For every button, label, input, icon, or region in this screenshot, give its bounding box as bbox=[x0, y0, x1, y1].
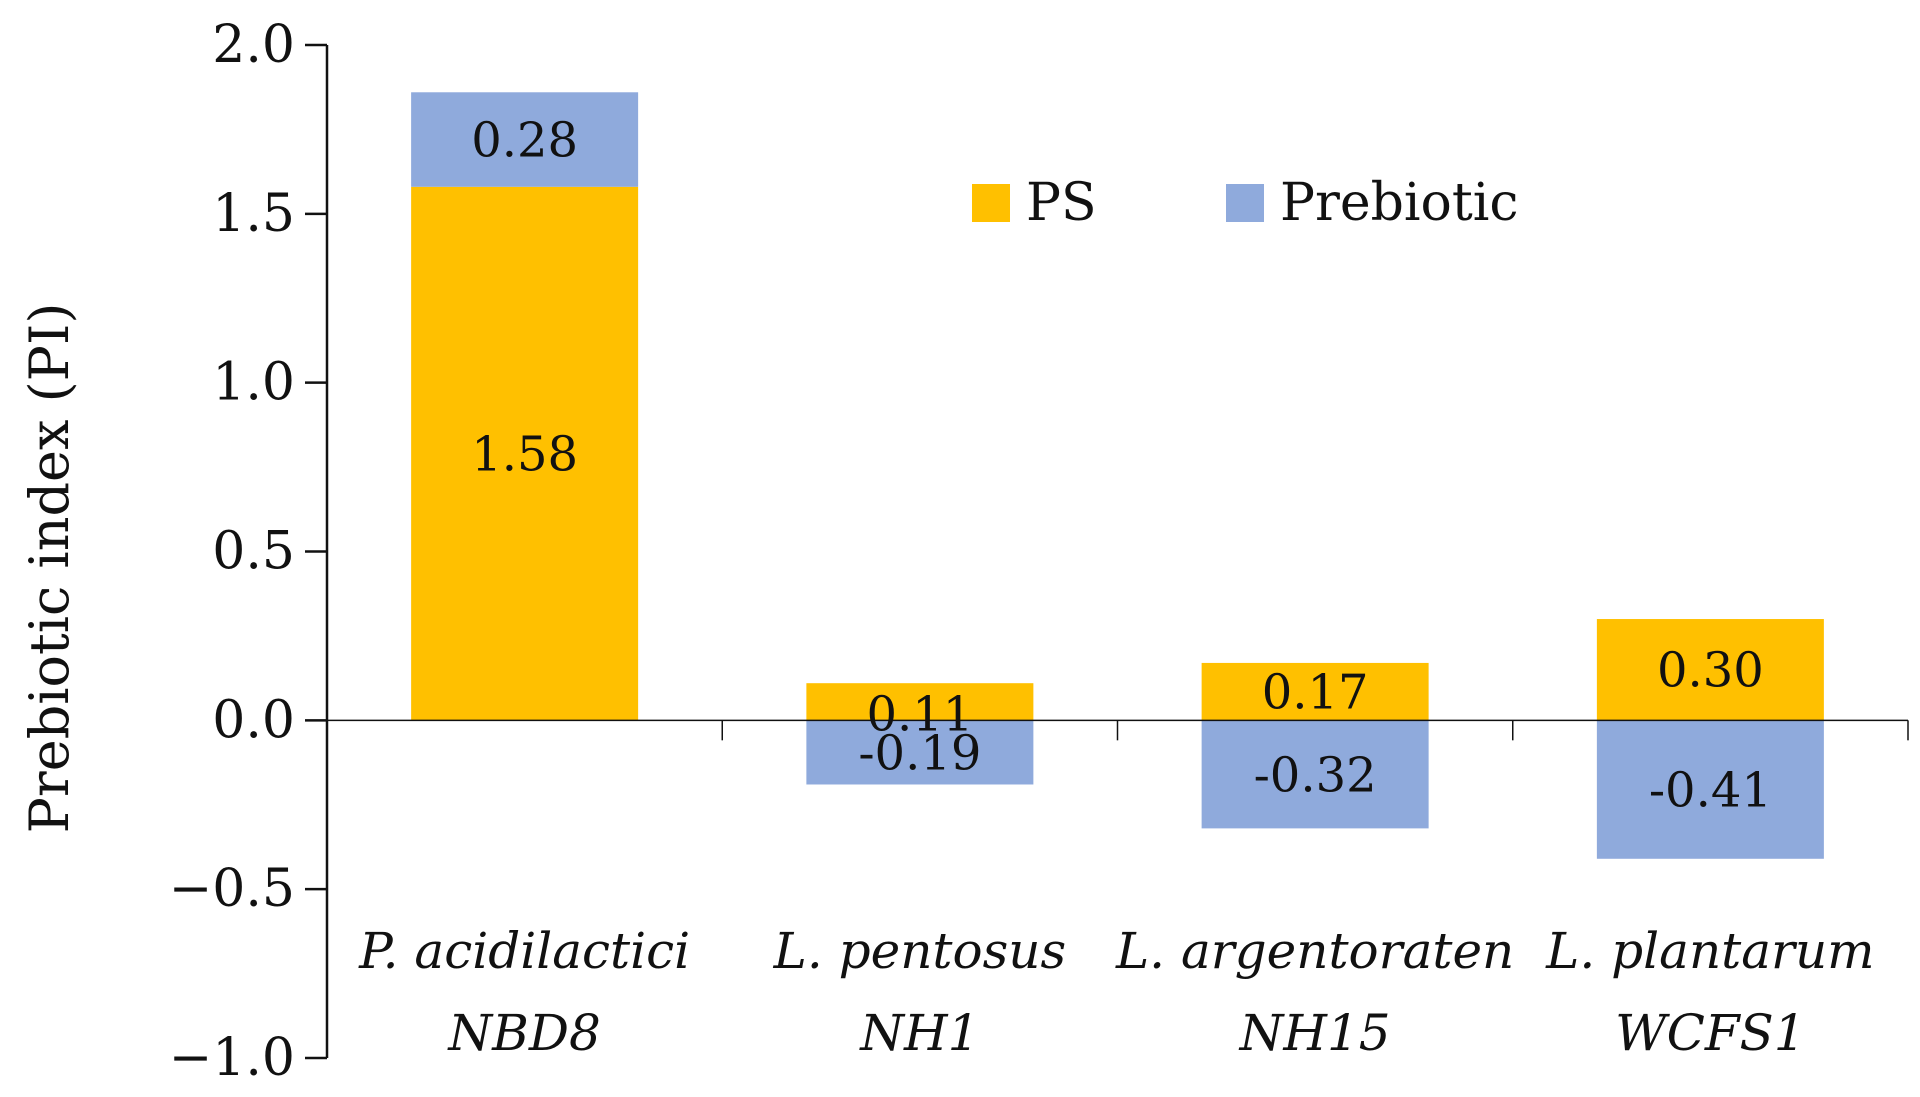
bar-prebiotic-2 bbox=[1201, 720, 1429, 829]
y-tick-label: 0.5 bbox=[212, 522, 295, 582]
axes-layer: 2.0 1.5 1.0 0.5 0.0 −0.5 −1.0 P. acidilactici NB… bbox=[169, 15, 1909, 1088]
category-label-line1: L. argentoraten bbox=[1115, 922, 1514, 980]
bar-ps-1 bbox=[806, 683, 1034, 721]
legend-swatch-prebiotic bbox=[1226, 184, 1264, 222]
legend: PS Prebiotic bbox=[972, 173, 1519, 233]
y-tick-label: 0.0 bbox=[212, 690, 295, 750]
data-label-ps: 0.30 bbox=[1657, 643, 1764, 699]
bar-prebiotic-3 bbox=[1596, 720, 1824, 859]
category-label-line1: P. acidilactici bbox=[358, 922, 690, 980]
category-label-line1: L. plantarum bbox=[1545, 922, 1874, 980]
data-label-ps: 0.11 bbox=[866, 686, 973, 742]
category-label-line2: WCFS1 bbox=[1615, 1004, 1805, 1062]
data-labels-layer: 1.58 0.28 0.11-0.19 0.17 -0.32 0.30 -0.41 bbox=[471, 113, 1772, 819]
category-label-line1: L. pentosus bbox=[773, 922, 1067, 980]
data-label-prebiotic: -0.32 bbox=[1254, 747, 1377, 803]
category-label-line2: NH15 bbox=[1239, 1004, 1391, 1062]
category-label-line2: NH1 bbox=[859, 1004, 979, 1062]
y-tick-label: 1.5 bbox=[212, 184, 295, 244]
y-tick-label: 1.0 bbox=[212, 353, 295, 413]
legend-swatch-ps bbox=[972, 184, 1010, 222]
bars-layer bbox=[411, 92, 1824, 859]
data-label-prebiotic: -0.19 bbox=[858, 725, 981, 781]
data-label-prebiotic: 0.28 bbox=[471, 113, 578, 169]
bar-prebiotic-0 bbox=[411, 92, 639, 187]
y-tick-label: −1.0 bbox=[169, 1028, 295, 1088]
legend-label-prebiotic: Prebiotic bbox=[1280, 173, 1519, 233]
bar-ps-3 bbox=[1596, 619, 1824, 721]
legend-label-ps: PS bbox=[1026, 173, 1097, 233]
category-label-line2: NBD8 bbox=[447, 1004, 600, 1062]
y-axis-title: Prebiotic index (PI) bbox=[18, 303, 81, 834]
data-label-ps: 0.17 bbox=[1262, 665, 1369, 721]
y-tick-label: 2.0 bbox=[212, 15, 295, 75]
data-label-prebiotic: -0.41 bbox=[1649, 763, 1772, 819]
bar-prebiotic-1 bbox=[806, 720, 1034, 785]
bar-ps-0 bbox=[411, 186, 639, 721]
y-tick-label: −0.5 bbox=[169, 859, 295, 919]
data-label-ps: 1.58 bbox=[471, 427, 578, 483]
bar-ps-2 bbox=[1201, 662, 1429, 721]
